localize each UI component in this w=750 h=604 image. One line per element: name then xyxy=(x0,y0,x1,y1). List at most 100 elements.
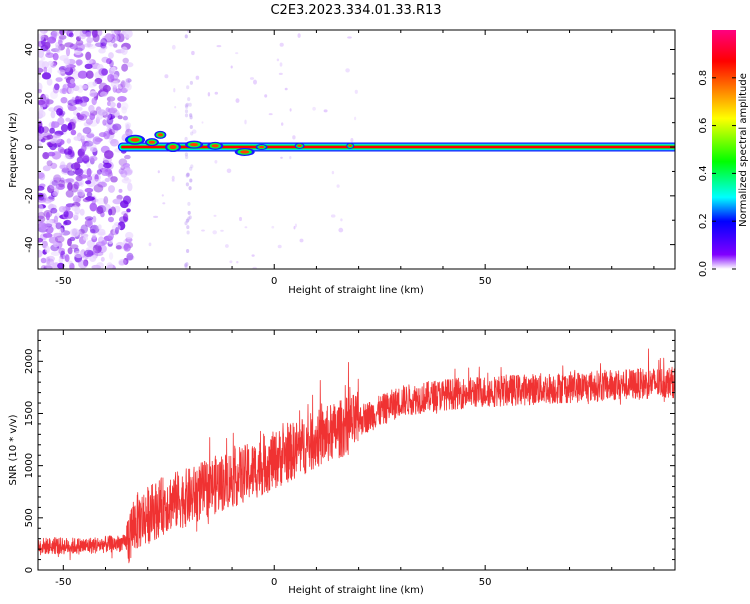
noise-speck xyxy=(86,59,93,64)
noise-speck xyxy=(91,264,101,269)
y-tick-label: 500 xyxy=(24,508,35,527)
noise-speck xyxy=(126,62,134,68)
noise-speck xyxy=(64,254,70,263)
faint-speck xyxy=(226,168,232,174)
noise-speck xyxy=(86,133,95,139)
noise-speck xyxy=(73,136,81,141)
faint-speck xyxy=(187,201,191,206)
faint-speck xyxy=(189,80,193,85)
noise-speck xyxy=(116,33,125,43)
noise-speck xyxy=(120,102,129,111)
faint-speck xyxy=(184,221,188,226)
noise-speck xyxy=(126,255,135,261)
faint-speck xyxy=(207,92,211,97)
noise-speck xyxy=(117,115,123,120)
noise-speck xyxy=(125,231,134,240)
faint-speck xyxy=(190,131,194,136)
noise-speck xyxy=(121,106,127,114)
noise-speck xyxy=(93,184,104,193)
faint-speck xyxy=(190,164,194,169)
noise-speck xyxy=(85,136,92,142)
noise-speck xyxy=(73,99,83,104)
noise-speck xyxy=(96,169,102,175)
noise-speck xyxy=(78,228,85,235)
faint-speck xyxy=(350,138,354,143)
noise-speck xyxy=(121,46,128,55)
snr-y-axis-label: SNR (10 * v/v) xyxy=(8,414,19,485)
noise-speck xyxy=(45,256,51,266)
noise-speck xyxy=(50,207,58,214)
noise-speck xyxy=(125,123,130,133)
noise-speck xyxy=(38,193,45,201)
x-tick-label: 0 xyxy=(271,577,277,588)
noise-speck xyxy=(64,154,71,160)
noise-speck xyxy=(50,178,57,186)
faint-speck xyxy=(214,160,218,164)
noise-speck xyxy=(109,59,114,68)
y-tick-label: -20 xyxy=(24,188,35,204)
noise-speck xyxy=(104,177,111,183)
noise-speck xyxy=(87,219,93,229)
noise-speck xyxy=(123,176,129,181)
noise-speck xyxy=(110,66,116,72)
noise-speck xyxy=(38,249,43,258)
noise-speck xyxy=(51,180,59,186)
noise-speck xyxy=(125,128,133,137)
y-tick-label: 0 xyxy=(24,144,35,150)
noise-speck xyxy=(121,63,128,72)
noise-speck xyxy=(48,107,56,112)
faint-speck xyxy=(185,182,189,187)
noise-speck xyxy=(85,70,94,79)
colorbar-tick-label: 0.6 xyxy=(698,118,709,134)
signal-blob-peak xyxy=(258,145,265,149)
noise-speck xyxy=(42,165,51,172)
noise-speck xyxy=(97,224,102,230)
noise-speck xyxy=(124,122,132,129)
noise-speck xyxy=(124,78,129,88)
noise-speck xyxy=(60,177,65,183)
noise-speck xyxy=(38,49,45,58)
noise-speck xyxy=(46,258,55,266)
colorbar-tick-label: 0.8 xyxy=(698,70,709,86)
noise-speck xyxy=(86,191,93,198)
noise-speck xyxy=(98,132,107,138)
noise-speck xyxy=(68,260,73,265)
noise-speck xyxy=(49,127,55,134)
faint-speck xyxy=(229,260,233,264)
colorbar-tick-label: 0.4 xyxy=(698,165,709,181)
noise-speck xyxy=(41,72,52,80)
noise-speck xyxy=(45,100,50,108)
noise-speck xyxy=(89,113,96,120)
faint-speck xyxy=(277,244,282,249)
noise-speck xyxy=(68,32,74,38)
faint-speck xyxy=(186,225,190,230)
faint-speck xyxy=(186,230,190,235)
noise-speck xyxy=(96,198,107,205)
noise-speck xyxy=(50,110,56,119)
noise-speck xyxy=(89,92,98,97)
noise-speck xyxy=(52,133,62,138)
noise-speck xyxy=(123,213,128,222)
noise-speck xyxy=(106,97,111,102)
faint-speck xyxy=(186,218,190,223)
noise-speck xyxy=(38,100,46,105)
faint-speck xyxy=(212,230,217,235)
noise-speck xyxy=(58,179,65,188)
faint-speck xyxy=(236,261,239,264)
noise-speck xyxy=(92,225,97,233)
noise-speck xyxy=(98,48,106,54)
noise-speck xyxy=(60,68,67,76)
noise-speck xyxy=(91,97,97,106)
noise-speck xyxy=(118,188,123,193)
noise-speck xyxy=(105,32,113,42)
noise-speck xyxy=(108,185,115,193)
noise-speck xyxy=(96,206,104,215)
faint-speck xyxy=(164,74,169,79)
noise-speck xyxy=(42,233,53,238)
noise-speck xyxy=(70,78,75,84)
noise-speck xyxy=(126,252,134,261)
noise-speck xyxy=(38,215,46,223)
faint-speck xyxy=(230,65,233,69)
faint-speck xyxy=(289,108,292,112)
